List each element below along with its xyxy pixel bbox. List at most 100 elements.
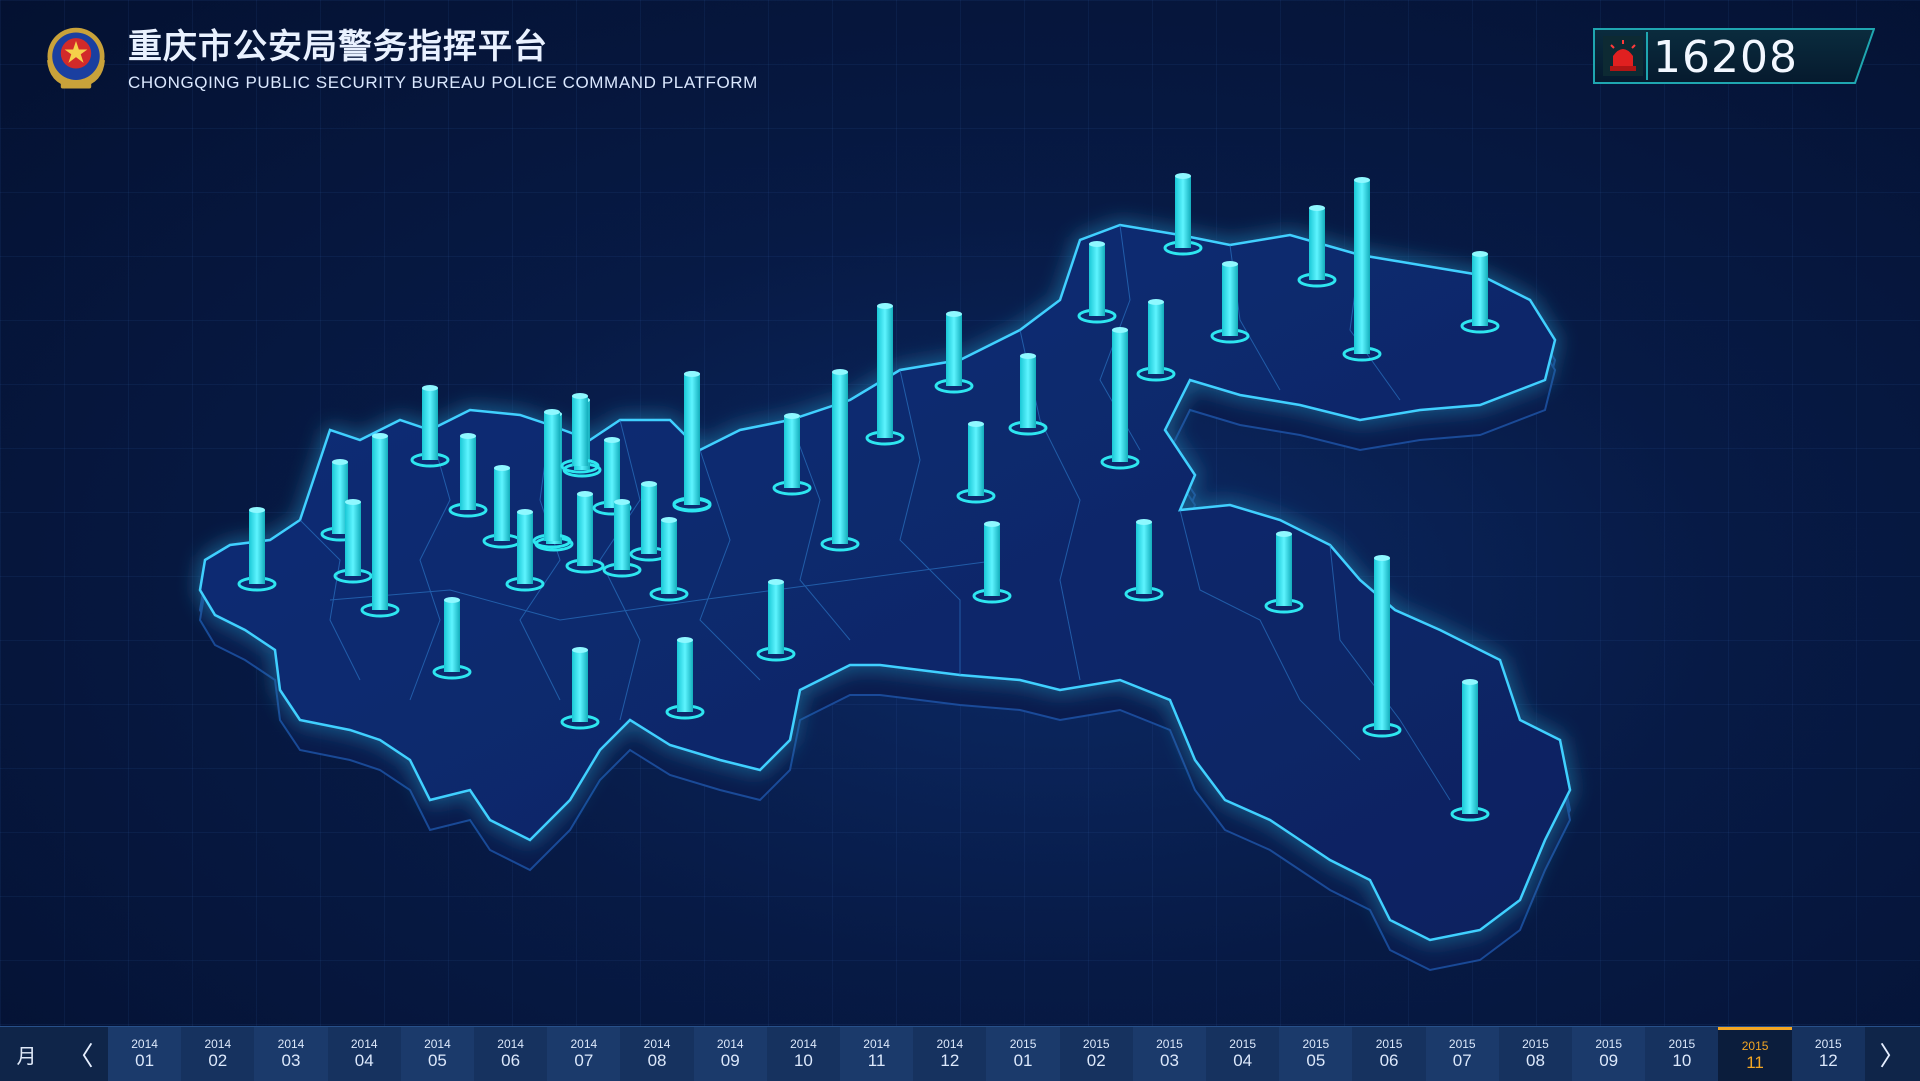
map-bar[interactable] [532, 409, 572, 549]
timeline-month-2015-09[interactable]: 2015 09 [1572, 1027, 1646, 1081]
timeline-month-2014-11[interactable]: 2014 11 [840, 1027, 914, 1081]
map-bar[interactable] [1008, 353, 1048, 436]
month-timeline: 月 〈 2014 01 2014 02 2014 03 2014 04 2014 05 2014 06… [0, 1026, 1920, 1081]
map-bar[interactable] [649, 517, 689, 602]
timeline-month-2015-08[interactable]: 2015 08 [1498, 1027, 1573, 1081]
timeline-month: 07 [574, 1051, 594, 1070]
timeline-month-2015-07[interactable]: 2015 07 [1425, 1027, 1499, 1081]
timeline-year: 2015 [1082, 1037, 1110, 1051]
page-header: 重庆市公安局警务指挥平台 CHONGQING PUBLIC SECURITY B… [38, 20, 758, 100]
timeline-month-2014-04[interactable]: 2014 04 [327, 1027, 401, 1081]
timeline-month: 06 [1379, 1051, 1399, 1070]
timeline-month-2015-12[interactable]: 2015 12 [1791, 1027, 1865, 1081]
map-bar[interactable] [320, 459, 360, 542]
timeline-year: 2015 [1741, 1038, 1769, 1053]
map-bar[interactable] [1136, 299, 1176, 382]
map-bar[interactable] [333, 499, 373, 584]
map-bar[interactable] [448, 433, 488, 518]
timeline-next-button[interactable]: 〉 [1865, 1027, 1920, 1081]
timeline-month: 04 [354, 1051, 374, 1070]
timeline-month-2014-01[interactable]: 2014 01 [108, 1027, 182, 1081]
timeline-year: 2014 [131, 1037, 158, 1051]
map-bar[interactable] [1077, 241, 1117, 324]
map-bar[interactable] [956, 421, 996, 504]
timeline-month: 11 [1746, 1052, 1764, 1072]
timeline-month-2014-03[interactable]: 2014 03 [254, 1027, 328, 1081]
timeline-year: 2015 [1156, 1037, 1183, 1051]
map-bar[interactable] [772, 413, 812, 496]
map-bar[interactable] [672, 371, 712, 513]
timeline-month: 04 [1233, 1051, 1253, 1070]
timeline-month-2014-07[interactable]: 2014 07 [547, 1027, 621, 1081]
map-bar[interactable] [972, 521, 1012, 604]
timeline-year: 2014 [204, 1037, 232, 1051]
timeline-month-2014-10[interactable]: 2014 10 [766, 1027, 841, 1081]
timeline-month-2014-05[interactable]: 2014 05 [400, 1027, 475, 1081]
map-bar[interactable] [432, 597, 472, 680]
map-bar[interactable] [756, 579, 796, 662]
timeline-month-2014-12[interactable]: 2014 12 [913, 1027, 987, 1081]
timeline-month-2015-03[interactable]: 2015 03 [1132, 1027, 1207, 1081]
map-bar[interactable] [820, 369, 860, 552]
map-bar[interactable] [1362, 555, 1402, 738]
map-bar[interactable] [665, 637, 705, 720]
map-bar[interactable] [1163, 173, 1203, 256]
timeline-month: 02 [1086, 1051, 1106, 1070]
map-bar[interactable] [360, 433, 400, 618]
map-bar[interactable] [1100, 327, 1140, 470]
timeline-year: 2014 [350, 1037, 378, 1051]
map-bar[interactable] [1124, 519, 1164, 602]
page-title: 重庆市公安局警务指挥平台 [128, 28, 548, 66]
timeline-month-2015-02[interactable]: 2015 02 [1059, 1027, 1133, 1081]
map-bar[interactable] [592, 437, 632, 516]
timeline-month: 05 [427, 1051, 447, 1070]
timeline-month: 01 [1013, 1051, 1033, 1070]
timeline-year: 2014 [277, 1037, 305, 1051]
timeline-unit-label: 月 [0, 1027, 53, 1081]
timeline-month-2015-01[interactable]: 2015 01 [986, 1027, 1060, 1081]
map-bar[interactable] [865, 303, 905, 446]
timeline-prev-button[interactable]: 〈 [53, 1027, 108, 1081]
timeline-month: 08 [1526, 1051, 1545, 1070]
timeline-year: 2014 [424, 1037, 451, 1051]
map-bar[interactable] [410, 385, 450, 468]
timeline-year: 2014 [643, 1037, 671, 1051]
map-bar[interactable] [629, 481, 669, 562]
timeline-year: 2015 [1448, 1037, 1476, 1051]
map-bar[interactable] [565, 491, 605, 574]
map-bar[interactable] [602, 499, 642, 578]
district-map[interactable] [0, 0, 1920, 1026]
timeline-month: 03 [1159, 1051, 1179, 1070]
timeline-year: 2014 [790, 1037, 817, 1051]
timeline-month-2014-02[interactable]: 2014 02 [181, 1027, 255, 1081]
timeline-month: 07 [1452, 1051, 1472, 1070]
map-bar[interactable] [1297, 205, 1337, 288]
timeline-month-2015-06[interactable]: 2015 06 [1352, 1027, 1426, 1081]
timeline-year: 2014 [936, 1037, 964, 1051]
incident-bars[interactable] [237, 173, 1500, 822]
timeline-month: 01 [135, 1051, 155, 1070]
alarm-counter: 16208 [1593, 28, 1875, 84]
timeline-month: 09 [1599, 1051, 1619, 1070]
map-bar[interactable] [1460, 251, 1500, 334]
map-bar[interactable] [1210, 261, 1250, 344]
map-bar[interactable] [1342, 177, 1382, 362]
timeline-year: 2014 [716, 1037, 744, 1051]
timeline-month-2015-05[interactable]: 2015 05 [1279, 1027, 1353, 1081]
timeline-month: 10 [1672, 1051, 1692, 1070]
map-bar[interactable] [1264, 531, 1304, 614]
map-bar[interactable] [560, 393, 600, 474]
map-bar[interactable] [237, 507, 277, 592]
timeline-month: 12 [1818, 1051, 1838, 1070]
timeline-month-2015-10[interactable]: 2015 10 [1645, 1027, 1719, 1081]
map-bar[interactable] [505, 509, 545, 592]
map-bar[interactable] [560, 647, 600, 730]
timeline-months: 2014 01 2014 02 2014 03 2014 04 2014 05 2014 06 2014… [108, 1027, 1865, 1081]
timeline-month-2015-04[interactable]: 2015 04 [1206, 1027, 1280, 1081]
map-bar[interactable] [1450, 679, 1490, 822]
timeline-month-2015-11[interactable]: 2015 11 [1718, 1027, 1792, 1081]
timeline-month-2014-08[interactable]: 2014 08 [620, 1027, 694, 1081]
timeline-month-2014-09[interactable]: 2014 09 [693, 1027, 767, 1081]
map-bar[interactable] [934, 311, 974, 394]
timeline-month-2014-06[interactable]: 2014 06 [474, 1027, 548, 1081]
